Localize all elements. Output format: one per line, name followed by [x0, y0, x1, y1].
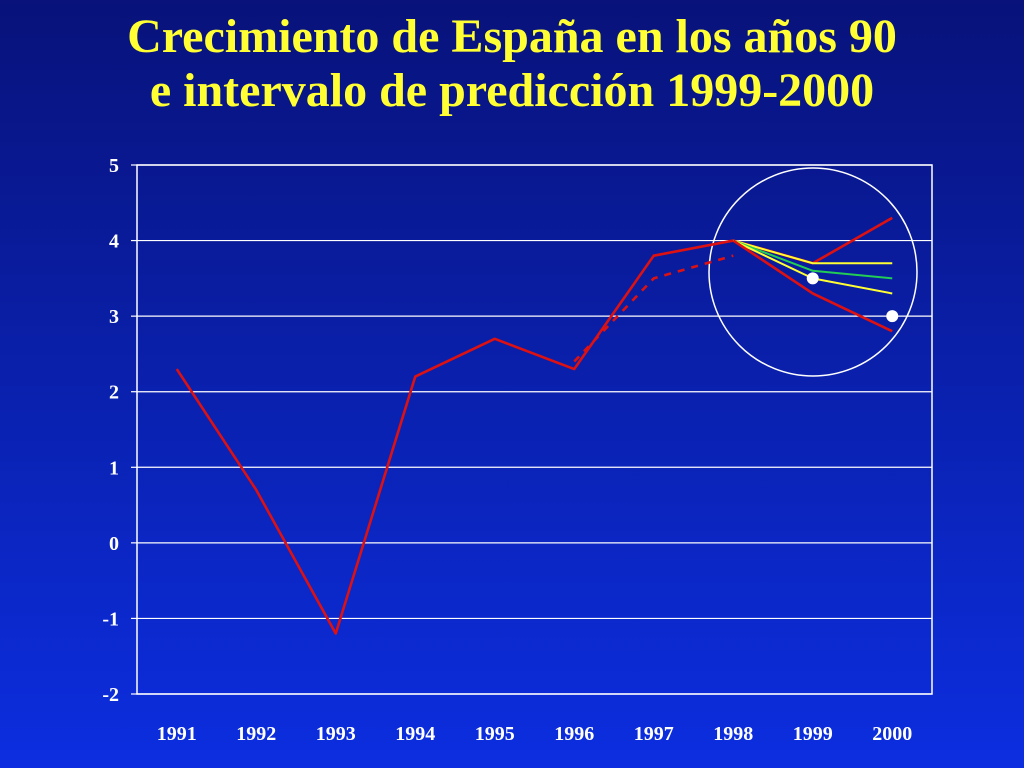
y-tick-label: 2 [109, 382, 119, 404]
forecast-point-marker [886, 310, 899, 323]
series-line-red-solid [732, 239, 893, 333]
x-tick-label: 1993 [316, 723, 356, 745]
chart-title-line-1: Crecimiento de España en los años 90 [127, 10, 897, 63]
prediction-interval-circle [708, 167, 918, 377]
x-tick-label: 1994 [395, 723, 435, 745]
series-line-red-dashed [573, 254, 734, 363]
chart-title-line-2: e intervalo de predicción 1999-2000 [149, 64, 875, 117]
x-tick-label: 1997 [634, 723, 674, 745]
y-tick-label: 1 [109, 457, 119, 479]
x-tick-label: 1992 [236, 723, 276, 745]
y-tick-label: 3 [109, 306, 119, 328]
y-tick-label: 4 [109, 231, 119, 253]
series-line-green-solid [732, 239, 893, 280]
x-tick-label: 2000 [872, 723, 912, 745]
y-tick-label: 0 [109, 533, 119, 555]
y-tick-label: 5 [109, 155, 119, 177]
x-tick-label: 1996 [554, 723, 594, 745]
x-tick-label: 1998 [713, 723, 753, 745]
series-line-yellow-solid [732, 239, 893, 265]
series-line-red-solid [175, 239, 734, 635]
y-tick-label: -1 [102, 608, 119, 630]
x-tick-label: 1991 [157, 723, 197, 745]
x-tick-label: 1999 [793, 723, 833, 745]
chart-title: Crecimiento de España en los años 90 e i… [0, 10, 1024, 118]
forecast-point-marker [806, 272, 819, 285]
plot-area-frame [136, 164, 933, 695]
x-tick-label: 1995 [475, 723, 515, 745]
y-tick-label: -2 [102, 684, 119, 706]
